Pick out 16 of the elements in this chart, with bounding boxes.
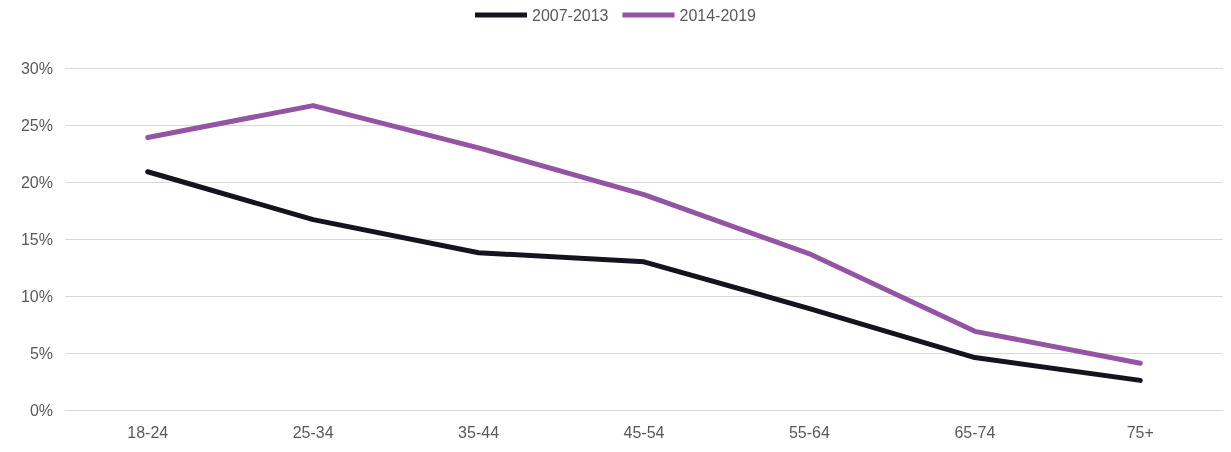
- x-tick-label: 18-24: [127, 423, 169, 441]
- y-tick-label: 25%: [20, 116, 53, 134]
- x-tick-label: 75+: [1126, 423, 1154, 441]
- y-tick-label: 0%: [29, 401, 53, 419]
- y-tick-label: 5%: [29, 344, 53, 362]
- x-tick-label: 55-64: [788, 423, 830, 441]
- x-tick-label: 65-74: [954, 423, 996, 441]
- x-tick-label: 25-34: [292, 423, 334, 441]
- y-tick-label: 10%: [20, 287, 53, 305]
- y-tick-label: 15%: [20, 230, 53, 248]
- legend-label: 2007-2013: [531, 6, 609, 24]
- y-tick-label: 30%: [20, 59, 53, 77]
- y-tick-label: 20%: [20, 173, 53, 191]
- x-tick-label: 35-44: [458, 423, 500, 441]
- x-tick-label: 45-54: [623, 423, 665, 441]
- legend-label: 2014-2019: [679, 6, 757, 24]
